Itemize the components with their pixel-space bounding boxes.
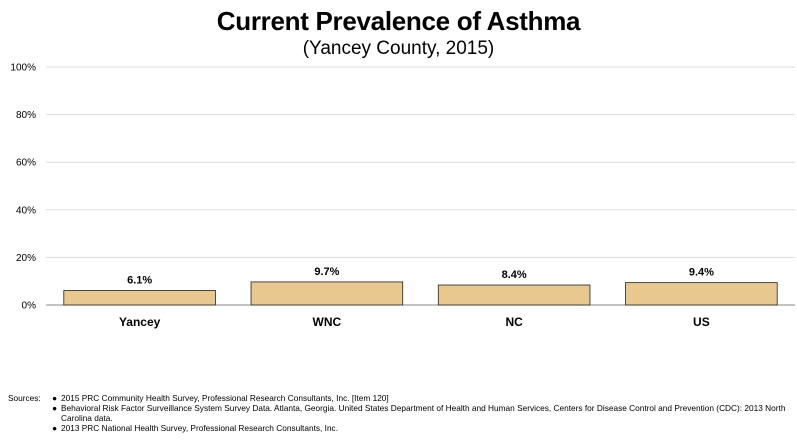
bullet-icon: ● [52, 403, 58, 413]
sources-list: ● 2015 PRC Community Health Survey, Profe… [52, 393, 792, 433]
bar [437, 284, 591, 306]
source-text: 2013 PRC National Health Survey, Profess… [61, 423, 339, 433]
category-label: NC [505, 315, 523, 329]
chart-subtitle: (Yancey County, 2015) [302, 38, 495, 59]
category-label: WNC [313, 315, 342, 329]
source-item: ● 2015 PRC Community Health Survey, Profe… [52, 393, 792, 403]
data-label: 6.1% [127, 274, 152, 286]
y-tick-label: 60% [16, 158, 36, 169]
gridlines [46, 66, 795, 306]
bullet-icon: ● [52, 393, 58, 403]
y-tick-label: 80% [16, 110, 36, 121]
bar [63, 290, 216, 306]
y-tick-label: 100% [10, 63, 36, 74]
bar [625, 282, 778, 306]
data-label: 9.7% [314, 266, 339, 278]
category-labels: Yancey WNC NC US [119, 315, 710, 329]
data-label: 8.4% [502, 269, 527, 281]
category-label: Yancey [119, 315, 161, 329]
source-item: ● Behavioral Risk Factor Surveillance Sys… [52, 403, 792, 423]
y-axis-ticks: 0% 20% 40% 60% 80% 100% [10, 63, 36, 312]
bar [250, 281, 404, 306]
y-tick-label: 20% [16, 253, 36, 264]
data-label: 9.4% [689, 267, 714, 279]
bar-chart: 0% 20% 40% 60% 80% 100% 6.1% 9.7% 8.4% 9.4% Yanc… [10, 63, 795, 329]
y-tick-label: 40% [16, 205, 36, 216]
bars [63, 281, 778, 306]
source-text: 2015 PRC Community Health Survey, Profes… [61, 393, 389, 403]
source-text: Behavioral Risk Factor Surveillance Syst… [61, 403, 786, 423]
source-item: ● 2013 PRC National Health Survey, Profes… [52, 423, 792, 433]
data-labels: 6.1% 9.7% 8.4% 9.4% [127, 266, 714, 287]
bullet-icon: ● [52, 423, 58, 433]
chart-title: Current Prevalence of Asthma [216, 6, 581, 36]
sources-label: Sources: [8, 393, 41, 403]
y-tick-label: 0% [22, 301, 37, 312]
category-label: US [693, 315, 710, 329]
